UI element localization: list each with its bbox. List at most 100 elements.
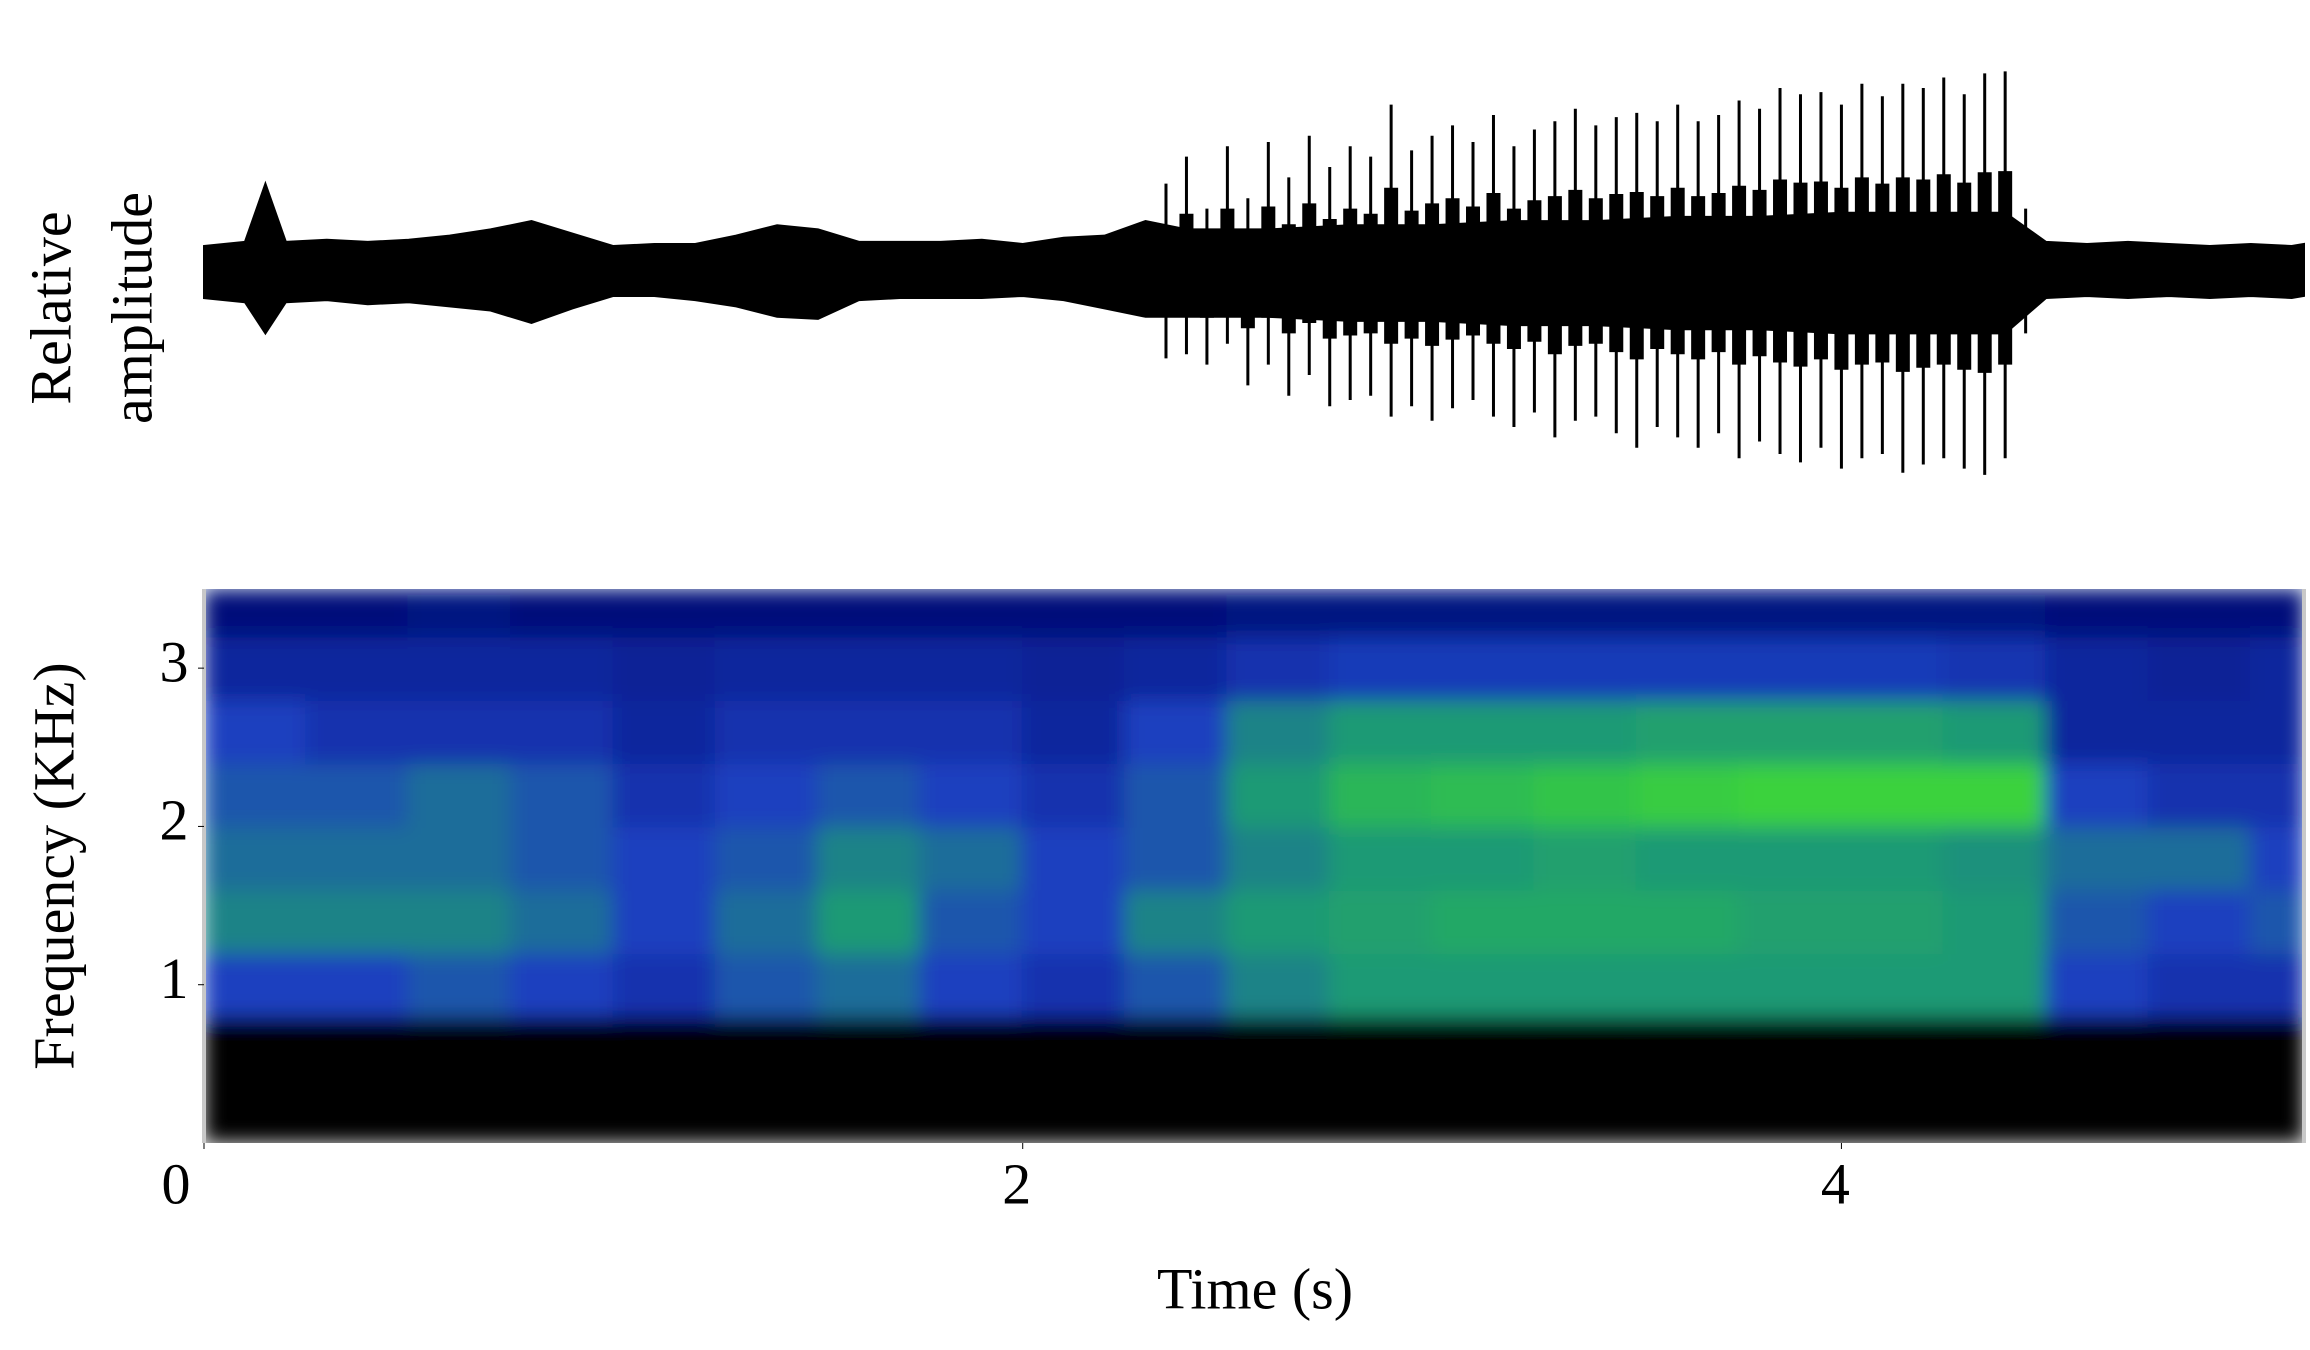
heatmap-cell [1840,635,1945,701]
axes: 1 2 3 0 2 4 [160,589,2306,1216]
heatmap-cell [1635,635,1741,701]
heatmap-cell [1533,952,1638,1018]
heatmap-cell [1021,888,1127,955]
heatmap-cell [919,952,1024,1018]
heatmap-cell [1533,1015,1638,1143]
heatmap-cell [2045,635,2150,701]
heatmap-cell [1124,825,1229,891]
heatmap-cell [407,762,513,828]
heatmap-cell [510,1015,615,1143]
heatmap-cell [714,589,820,638]
heatmap-cell [1431,635,1536,701]
heatmap-cell [817,888,922,955]
heatmap-cell [204,952,308,1018]
heatmap-cell [204,825,308,891]
heatmap-cell [1226,888,1331,955]
heatmap-cell [612,589,717,638]
heatmap-cell [1840,825,1945,891]
heatmap-cell [204,698,308,765]
heatmap-cell [1021,635,1127,701]
heatmap-cell [407,825,513,891]
heatmap-cell [1635,698,1741,765]
heatmap-cell [919,589,1024,638]
heatmap-cell [305,589,410,638]
heatmap-cell [407,952,513,1018]
heatmap-cell [1635,952,1741,1018]
heatmap-cell [2045,762,2150,828]
heatmap-cell [407,1015,513,1143]
heatmap-cell [2147,589,2252,638]
heatmap-cell [1840,888,1945,955]
heatmap-cell [2045,589,2150,638]
heatmap-cell [612,888,717,955]
heatmap-cell [1021,698,1127,765]
heatmap-cell [204,589,308,638]
heatmap-cell [204,635,308,701]
heatmap-cell [1226,952,1331,1018]
heatmap-cell [817,635,922,701]
heatmap-cell [919,635,1024,701]
heatmap-cell [1021,1015,1127,1143]
heatmap-cell [1533,762,1638,828]
x-tick-label: 4 [1821,1151,1850,1216]
heatmap-cell [2045,952,2150,1018]
heatmap-cell [1431,698,1536,765]
heatmap-cell [1635,825,1741,891]
heatmap-cell [1431,1015,1536,1143]
heatmap-cell [2147,1015,2252,1143]
heatmap-cell [510,635,615,701]
heatmap-cell [1226,698,1331,765]
heatmap-cell [1431,762,1536,828]
heatmap-cell [2147,952,2252,1018]
heatmap-cell [612,698,717,765]
heatmap-cell [407,589,513,638]
heatmap-cell [817,1015,922,1143]
heatmap-cell [510,825,615,891]
heatmap-cell [1738,698,1843,765]
heatmap-cell [1124,698,1229,765]
heatmap-cell [817,952,922,1018]
heatmap-cell [2249,825,2304,891]
heatmap-cell [305,762,410,828]
heatmap-cell [1840,952,1945,1018]
heatmap-cell [1942,698,2048,765]
heatmap-cell [919,762,1024,828]
heatmap-cell [2147,698,2252,765]
heatmap-cell [919,698,1024,765]
heatmap-cell [1635,589,1741,638]
heatmap-cell [2045,888,2150,955]
heatmap-cell [204,888,308,955]
heatmap-cell [612,825,717,891]
heatmap-cell [1124,762,1229,828]
heatmap-cell [1226,825,1331,891]
heatmap-cell [1533,589,1638,638]
heatmap-cell [1942,825,2048,891]
heatmap-cell [2045,825,2150,891]
heatmap-cell [1124,635,1229,701]
heatmap-cell [1124,1015,1229,1143]
heatmap-cell [2045,698,2150,765]
heatmap-cell [2249,952,2304,1018]
heatmap-cell [919,888,1024,955]
heatmap-cell [1738,589,1843,638]
heatmap-cell [714,1015,820,1143]
heatmap-cell [612,1015,717,1143]
heatmap-cell [2147,762,2252,828]
heatmap-cell [919,1015,1024,1143]
heatmap-cell [1635,1015,1741,1143]
heatmap-cell [817,589,922,638]
frequency-label: Frequency (KHz) [21,662,86,1069]
heatmap-cell [1942,589,2048,638]
heatmap-cell [1431,589,1536,638]
heatmap-cell [2249,635,2304,701]
y-tick-label: 3 [160,629,189,694]
heatmap-cell [407,698,513,765]
heatmap-cell [1226,1015,1331,1143]
heatmap-cell [204,1015,308,1143]
heatmap-cell [2147,825,2252,891]
heatmap-cell [510,888,615,955]
heatmap-cell [305,888,410,955]
heatmap-cell [1738,825,1843,891]
heatmap-cell [919,825,1024,891]
